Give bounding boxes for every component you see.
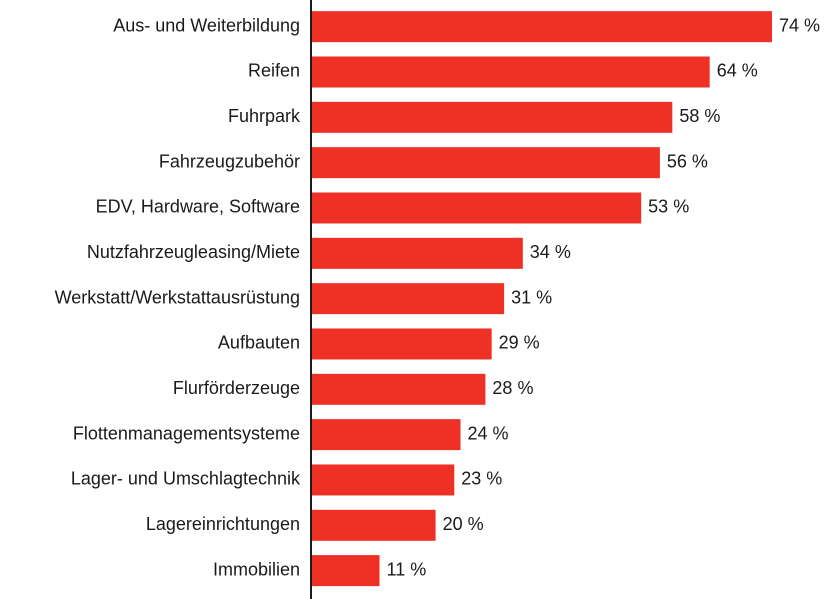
value-label: 11 %	[387, 559, 427, 579]
bar	[311, 101, 673, 133]
value-label: 28 %	[492, 378, 533, 398]
category-label: Werkstatt/Werkstattausrüstung	[55, 287, 300, 307]
bar	[311, 373, 486, 405]
bar	[311, 283, 505, 315]
category-label: Immobilien	[213, 559, 300, 579]
bar	[311, 147, 660, 179]
value-label: 56 %	[667, 151, 708, 171]
value-label: 24 %	[468, 423, 509, 443]
value-label: 64 %	[717, 61, 758, 81]
value-label: 74 %	[779, 15, 820, 35]
value-label: 20 %	[443, 514, 484, 534]
value-label: 31 %	[511, 287, 552, 307]
category-label: Fahrzeugzubehör	[159, 151, 300, 171]
bar	[311, 509, 436, 541]
value-label: 34 %	[530, 242, 571, 262]
category-label: Nutzfahrzeugleasing/Miete	[87, 242, 300, 262]
category-label: Flurförderzeuge	[173, 378, 300, 398]
category-label: Flottenmanagementsysteme	[73, 423, 300, 443]
value-label: 29 %	[499, 333, 540, 353]
bar	[311, 464, 455, 496]
value-label: 53 %	[648, 197, 689, 217]
value-label: 58 %	[679, 106, 720, 126]
bar	[311, 555, 380, 587]
value-label: 23 %	[461, 469, 502, 489]
category-label: Fuhrpark	[228, 106, 301, 126]
bar	[311, 237, 523, 269]
category-label: Lagereinrichtungen	[146, 514, 300, 534]
bar	[311, 56, 710, 88]
bar	[311, 192, 642, 224]
category-label: Lager- und Umschlagtechnik	[71, 469, 301, 489]
bar	[311, 11, 772, 43]
category-label: Reifen	[248, 61, 300, 81]
category-label: EDV, Hardware, Software	[96, 197, 300, 217]
bar	[311, 419, 461, 451]
bar	[311, 328, 492, 360]
category-label: Aufbauten	[218, 333, 300, 353]
category-label: Aus- und Weiterbildung	[113, 15, 300, 35]
